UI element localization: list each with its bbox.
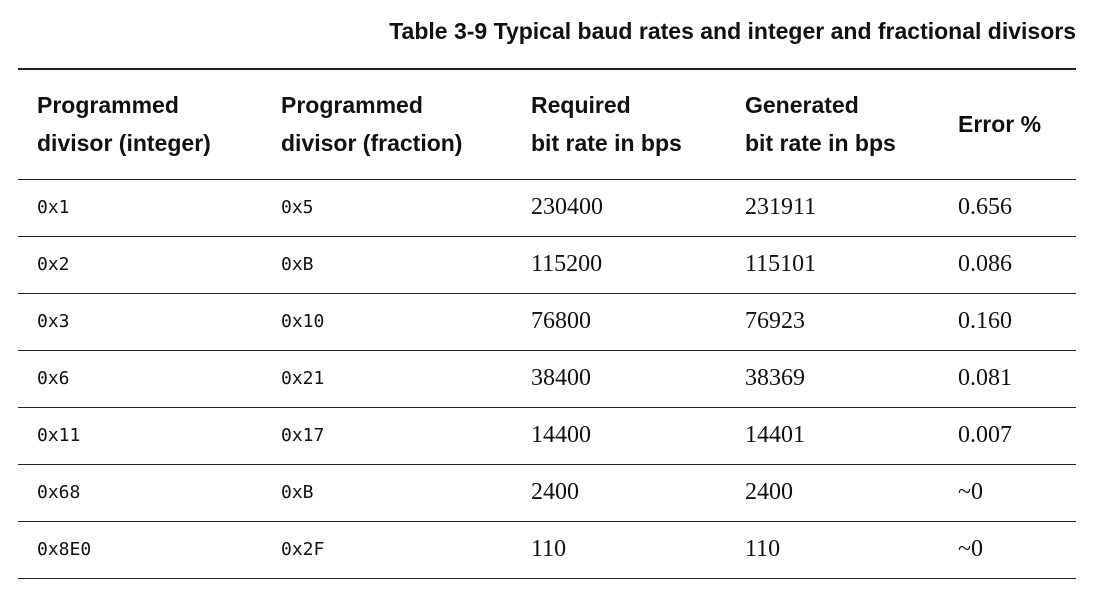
header-line: bit rate in bps	[745, 130, 896, 157]
column-header: Generated bit rate in bps	[726, 69, 939, 179]
table-row: 0x11 0x17 14400 14401 0.007	[18, 407, 1076, 464]
table-cell: 2400	[745, 479, 793, 505]
table-row: 0x3 0x10 76800 76923 0.160	[18, 293, 1076, 350]
table-header: Programmed divisor (integer) Programmed div…	[18, 69, 1076, 179]
column-header: Error %	[939, 69, 1076, 179]
table-cell: 0xB	[281, 482, 314, 503]
table-cell: 0.086	[958, 251, 1012, 277]
table-cell: 0x8E0	[37, 539, 92, 560]
table-row: 0x8E0 0x2F 110 110 ~0	[18, 521, 1076, 578]
table-cell: 0.656	[958, 194, 1012, 220]
table-cell: ~0	[958, 479, 983, 505]
table-cell: 0x17	[281, 425, 325, 446]
table-cell: ~0	[958, 536, 983, 562]
header-line: bit rate in bps	[531, 130, 682, 157]
table-cell: 0.081	[958, 365, 1012, 391]
header-line: Generated	[745, 92, 859, 119]
header-line: Error %	[958, 111, 1042, 138]
table-cell: 0x3	[37, 311, 70, 332]
table-cell: 0.007	[958, 422, 1012, 448]
table-cell: 0x10	[281, 311, 325, 332]
table-row: 0x6 0x21 38400 38369 0.081	[18, 350, 1076, 407]
table-cell: 115101	[745, 251, 817, 277]
table-title: Table 3-9 Typical baud rates and integer…	[389, 18, 1076, 44]
table-cell: 0.160	[958, 308, 1012, 334]
table-cell: 230400	[531, 194, 603, 220]
table-cell: 231911	[745, 194, 817, 220]
table-cell: 0x21	[281, 368, 325, 389]
header-row: Programmed divisor (integer) Programmed div…	[18, 69, 1076, 179]
table-cell: 2400	[531, 479, 579, 505]
table-cell: 14401	[745, 422, 805, 448]
table-cell: 76800	[531, 308, 591, 334]
baud-table: Programmed divisor (integer) Programmed div…	[18, 68, 1076, 579]
table-cell: 110	[745, 536, 781, 562]
header-line: divisor (integer)	[37, 130, 211, 157]
table-cell: 0x11	[37, 425, 81, 446]
table-cell: 0x2	[37, 254, 70, 275]
table-cell: 14400	[531, 422, 591, 448]
table-row: 0x68 0xB 2400 2400 ~0	[18, 464, 1076, 521]
column-header: Required bit rate in bps	[512, 69, 726, 179]
table-cell: 0x6	[37, 368, 70, 389]
header-line: Required	[531, 92, 631, 119]
column-header: Programmed divisor (integer)	[18, 69, 262, 179]
header-line: Programmed	[281, 92, 423, 119]
table-cell: 38400	[531, 365, 591, 391]
table-cell: 110	[531, 536, 567, 562]
table-cell: 0x1	[37, 197, 70, 218]
column-header: Programmed divisor (fraction)	[262, 69, 512, 179]
header-line: divisor (fraction)	[281, 130, 463, 157]
header-line: Programmed	[37, 92, 179, 119]
table-cell: 0x68	[37, 482, 81, 503]
table-row: 0x2 0xB 115200 115101 0.086	[18, 236, 1076, 293]
table-cell: 115200	[531, 251, 603, 277]
table-cell: 0x5	[281, 197, 314, 218]
table-row: 0x1 0x5 230400 231911 0.656	[18, 179, 1076, 236]
table-cell: 0x2F	[281, 539, 325, 560]
table-cell: 76923	[745, 308, 805, 334]
table-body: 0x1 0x5 230400 231911 0.656 0x2 0xB 115200 11510…	[18, 179, 1076, 578]
table-cell: 0xB	[281, 254, 314, 275]
table-cell: 38369	[745, 365, 805, 391]
